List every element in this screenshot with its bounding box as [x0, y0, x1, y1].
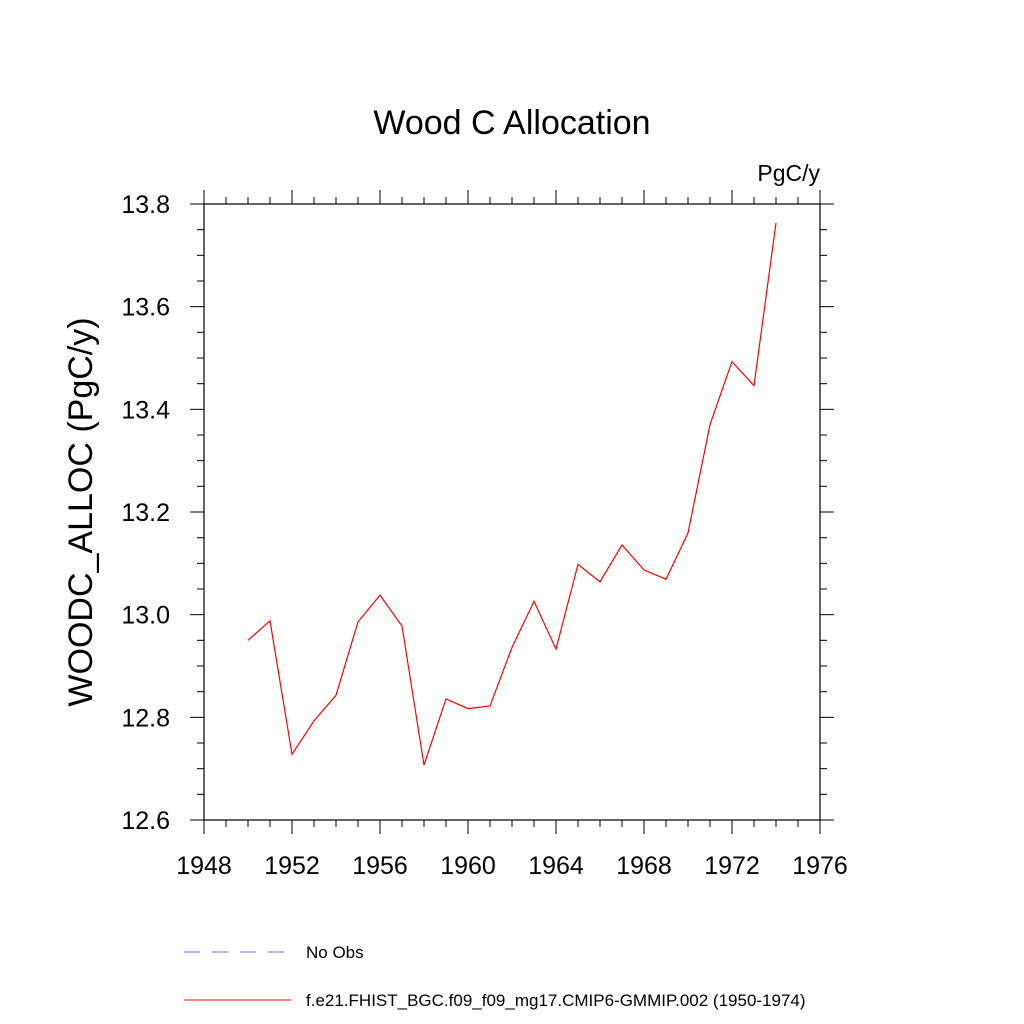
data-point: [511, 646, 514, 649]
y-tick-label: 13.8: [121, 191, 170, 219]
y-tick-label: 13.2: [121, 499, 170, 527]
data-point: [665, 578, 668, 581]
y-tick-label: 12.8: [121, 704, 170, 732]
units-label: PgC/y: [757, 160, 820, 186]
data-point: [335, 694, 338, 697]
x-tick-label: 1976: [792, 852, 848, 880]
data-point: [313, 719, 316, 722]
series-layer: [247, 221, 778, 767]
data-point: [709, 423, 712, 426]
data-point: [269, 619, 272, 622]
x-tick-label: 1964: [528, 852, 584, 880]
data-point: [731, 360, 734, 363]
data-point: [533, 600, 536, 603]
x-tick-label: 1960: [440, 852, 496, 880]
data-point: [753, 384, 756, 387]
legend-label-model-run: f.e21.FHIST_BGC.f09_f09_mg17.CMIP6-GMMIP…: [306, 991, 806, 1010]
data-point: [401, 624, 404, 627]
data-point: [775, 221, 778, 224]
x-tick-label: 1948: [176, 852, 232, 880]
data-point: [577, 563, 580, 566]
data-point: [555, 648, 558, 651]
y-tick-label: 13.0: [121, 602, 170, 630]
data-point: [643, 569, 646, 572]
y-axis: 12.6 12.8 13.0 13.2 13.4 13.6 13.8: [121, 191, 834, 835]
y-tick-label: 13.4: [121, 396, 170, 424]
data-point: [291, 753, 294, 756]
data-point: [621, 543, 624, 546]
data-point: [445, 697, 448, 700]
y-tick-label: 13.6: [121, 294, 170, 322]
x-axis: 1948 1952 1956 1960 1964 1968 1972 1976: [176, 190, 848, 880]
data-point: [599, 580, 602, 583]
x-tick-label: 1972: [704, 852, 760, 880]
data-point: [423, 764, 426, 767]
x-tick-label: 1968: [616, 852, 672, 880]
y-axis-label: WOODC_ALLOC (PgC/y): [62, 317, 100, 706]
legend: No Obs f.e21.FHIST_BGC.f09_f09_mg17.CMIP…: [184, 943, 806, 1010]
data-point: [247, 639, 250, 642]
series-line: [247, 222, 777, 766]
chart-title: Wood C Allocation: [373, 104, 650, 142]
data-point: [467, 707, 470, 710]
x-tick-label: 1952: [264, 852, 320, 880]
x-tick-label: 1956: [352, 852, 408, 880]
legend-label-no-obs: No Obs: [306, 943, 364, 962]
data-point: [357, 620, 360, 623]
data-point: [379, 594, 382, 597]
plot-frame: [203, 203, 821, 821]
data-point: [687, 532, 690, 535]
data-point: [489, 705, 492, 708]
y-tick-label: 12.6: [121, 807, 170, 835]
